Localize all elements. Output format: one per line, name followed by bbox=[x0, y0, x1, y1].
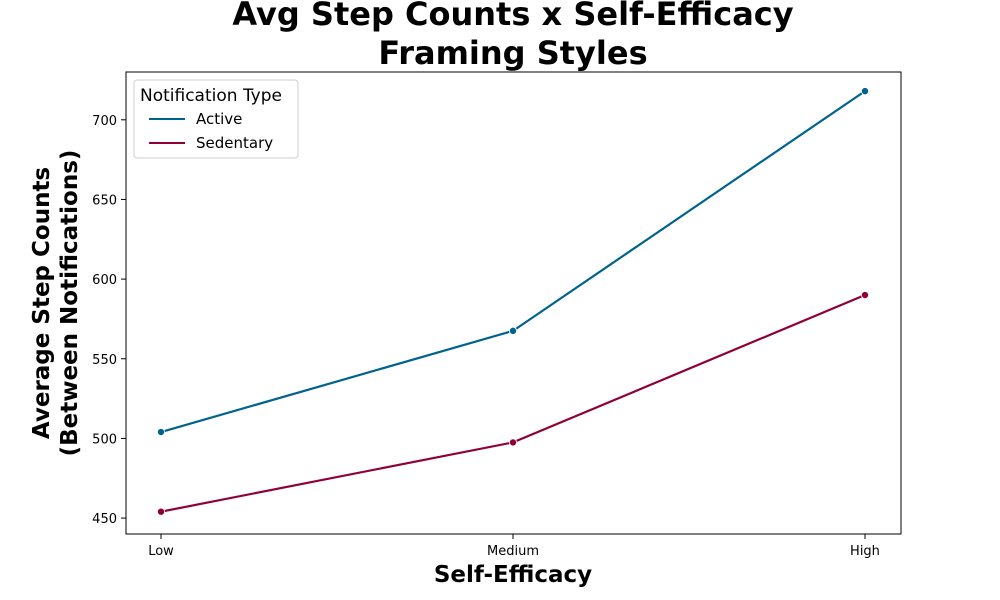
chart-title-line-2: Framing Styles bbox=[378, 34, 647, 72]
x-tick-label: Low bbox=[148, 544, 174, 559]
data-point-sedentary bbox=[156, 507, 165, 516]
data-point-sedentary bbox=[861, 291, 870, 300]
y-axis-label-line-2: (Between Notifications) bbox=[57, 150, 83, 457]
y-axis-label-line-1: Average Step Counts bbox=[29, 167, 55, 439]
y-tick-label: 500 bbox=[92, 432, 117, 447]
y-tick-label: 450 bbox=[92, 512, 117, 527]
x-tick-label: Medium bbox=[487, 544, 539, 559]
data-point-sedentary bbox=[508, 438, 517, 447]
x-axis-label: Self-Efficacy bbox=[434, 562, 592, 588]
legend-label-active: Active bbox=[196, 110, 242, 128]
legend-label-sedentary: Sedentary bbox=[196, 134, 273, 152]
legend: Notification Type Active Sedentary bbox=[133, 79, 299, 159]
y-tick-label: 700 bbox=[92, 114, 117, 129]
y-tick-label: 650 bbox=[92, 193, 117, 208]
y-tick-label: 550 bbox=[92, 353, 117, 368]
plot-area bbox=[156, 87, 870, 516]
chart-title-line-1: Avg Step Counts x Self-Efficacy bbox=[232, 0, 793, 33]
data-point-active bbox=[508, 326, 517, 335]
data-point-active bbox=[861, 87, 870, 96]
legend-box bbox=[133, 79, 299, 159]
data-point-active bbox=[156, 428, 165, 437]
legend-title: Notification Type bbox=[140, 86, 282, 106]
x-tick-label: High bbox=[850, 544, 880, 559]
y-tick-label: 600 bbox=[92, 273, 117, 288]
